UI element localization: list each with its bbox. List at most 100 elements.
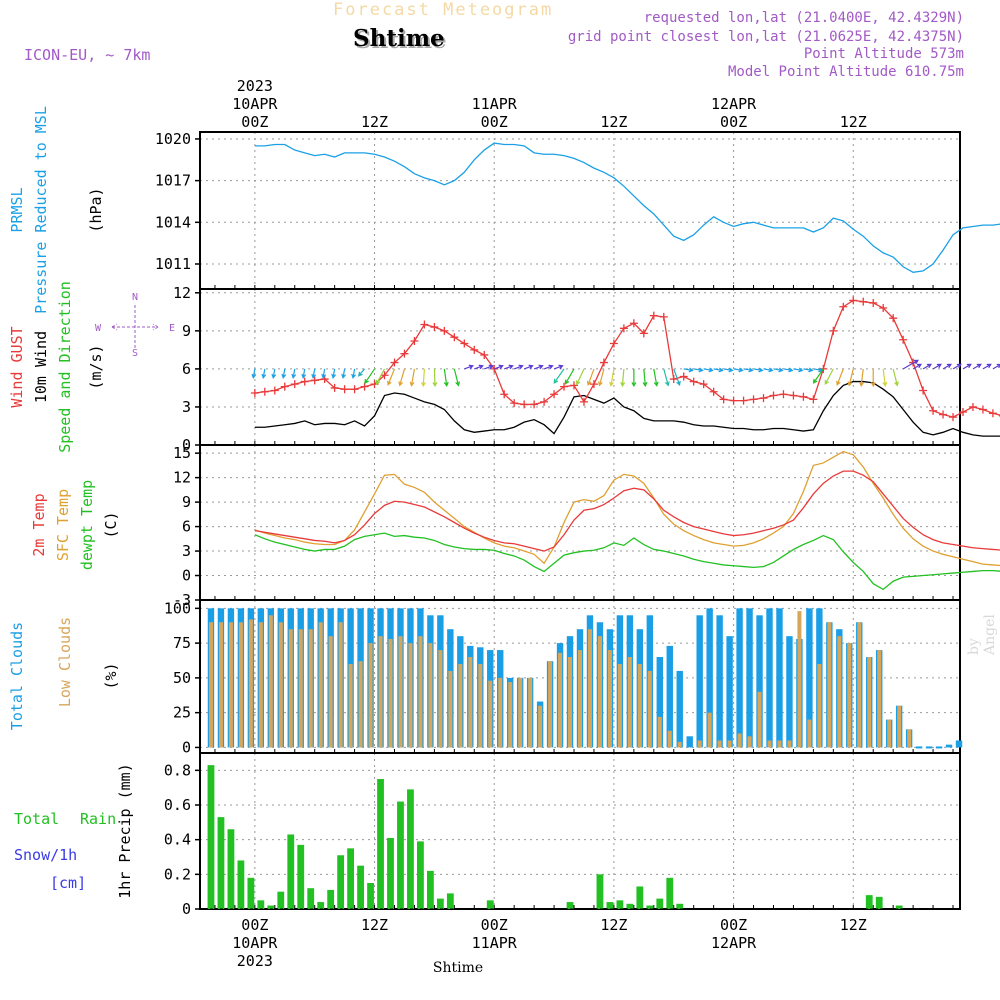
- precip-bar: [566, 902, 574, 909]
- top-time-label: 12Z: [361, 113, 388, 131]
- low-cloud-bar: [268, 615, 273, 748]
- gust-marker: [779, 390, 788, 399]
- total-cloud-bar: [955, 740, 963, 748]
- wind-direction-arrow: [962, 363, 972, 370]
- wind-direction-arrow: [321, 368, 327, 379]
- low-cloud-bar: [807, 719, 812, 748]
- low-cloud-bar: [488, 680, 493, 748]
- low-cloud-bar: [228, 622, 233, 748]
- precip-unit: 1hr Precip (mm): [116, 763, 134, 898]
- wind-direction-arrow: [952, 363, 962, 370]
- gust-marker: [290, 380, 299, 389]
- low-cloud-bar: [408, 643, 413, 748]
- low-cloud-bar: [747, 736, 752, 748]
- top-time-label: 12Z: [840, 113, 867, 131]
- wind-direction-arrow: [341, 368, 347, 379]
- gust-marker: [520, 400, 529, 409]
- precip-bar: [307, 888, 315, 909]
- low-cloud-bar: [757, 691, 762, 748]
- sfc-temp-line: [254, 450, 1000, 567]
- bottom-date-label: 11APR: [472, 934, 518, 952]
- gust-marker: [599, 358, 608, 367]
- precip-bar: [217, 817, 225, 909]
- gust-marker: [280, 382, 289, 391]
- gust-marker: [789, 391, 798, 400]
- low-cloud-bar: [797, 611, 802, 748]
- low-cloud-bar: [637, 663, 642, 748]
- low-cloud-bar: [587, 629, 592, 748]
- total-cloud-bar: [666, 645, 673, 748]
- precip-bar: [327, 889, 335, 909]
- grid-point-location: grid point closest lon,lat (21.0625E, 42…: [567, 29, 964, 45]
- low-cloud-bar: [218, 622, 223, 748]
- y-tick-label: 0.8: [164, 761, 191, 779]
- wind-direction-arrow: [586, 368, 595, 387]
- low-cloud-bar: [827, 622, 832, 748]
- low-cloud-bar: [448, 670, 453, 748]
- low-cloud-bar: [508, 682, 513, 748]
- wind-direction-arrow: [271, 368, 277, 379]
- bottom-date-label: 12APR: [711, 934, 757, 952]
- gust-marker: [460, 339, 469, 348]
- precip-bar: [337, 855, 345, 909]
- precip-bar: [267, 905, 275, 909]
- low-cloud-bar: [727, 740, 732, 748]
- gust-marker: [480, 350, 489, 359]
- y-tick-label: 1017: [155, 172, 191, 190]
- gust-marker: [500, 390, 509, 399]
- bottom-year-label: 2023: [237, 952, 273, 970]
- gust-marker: [450, 333, 459, 342]
- wind-direction-arrow: [882, 368, 888, 388]
- total-cloud-bar: [676, 670, 683, 748]
- low-cloud-bar: [238, 622, 243, 748]
- total-cloud-bar: [726, 636, 733, 748]
- gust-marker: [939, 410, 948, 419]
- bottom-time-label: 00Z: [241, 916, 268, 934]
- gust-marker: [988, 409, 997, 418]
- gust-marker: [629, 319, 638, 328]
- low-cloud-bar: [338, 622, 343, 748]
- wind-direction-arrow: [311, 368, 317, 379]
- gust-marker: [550, 390, 559, 399]
- gust-marker: [879, 304, 888, 313]
- precip-bar: [407, 789, 414, 909]
- wind-direction-arrow: [398, 368, 406, 387]
- precip-bar: [377, 779, 384, 909]
- wind-direction-arrow: [743, 367, 754, 373]
- wind-direction-arrow: [375, 368, 386, 386]
- wind-direction-arrow: [564, 368, 575, 385]
- precip-bar: [426, 870, 434, 909]
- wind10m-label: 10m Wind: [32, 331, 50, 403]
- y-tick-label: 1011: [155, 255, 191, 273]
- low-cloud-bar: [597, 636, 602, 748]
- total-clouds-label: Total Clouds: [8, 622, 26, 730]
- gust-marker: [350, 385, 359, 394]
- wind-direction-arrow: [575, 368, 585, 386]
- wind-direction-arrow: [824, 368, 834, 386]
- gust-marker: [889, 314, 898, 323]
- low-cloud-bar: [697, 740, 702, 748]
- gust-marker: [639, 329, 648, 338]
- low-cloud-bar: [428, 643, 433, 748]
- low-clouds-label: Low Clouds: [56, 617, 74, 707]
- compass-s: S: [132, 348, 138, 359]
- precip-bar: [367, 883, 374, 909]
- wind-direction-arrow: [942, 363, 952, 370]
- y-tick-label: 9: [182, 493, 191, 511]
- gust-marker: [919, 386, 928, 395]
- wind-direction-arrow: [703, 367, 714, 373]
- wind-direction-arrow: [922, 363, 932, 370]
- top-date-label: 12APR: [711, 95, 757, 113]
- wind-direction-arrow: [301, 368, 307, 379]
- wind-direction-arrow: [261, 368, 267, 379]
- dewpt-label: dewpt Temp: [78, 480, 96, 570]
- wind-direction-arrow: [859, 368, 865, 388]
- total-cloud-bar: [706, 608, 713, 748]
- precip-bar: [287, 834, 295, 909]
- low-cloud-bar: [817, 663, 822, 748]
- wind-direction-arrow: [992, 363, 1000, 370]
- gust-marker: [719, 395, 728, 404]
- precip-bar: [616, 900, 624, 909]
- pressure-label-1: PRMSL: [8, 187, 26, 232]
- precip-bar: [875, 896, 883, 909]
